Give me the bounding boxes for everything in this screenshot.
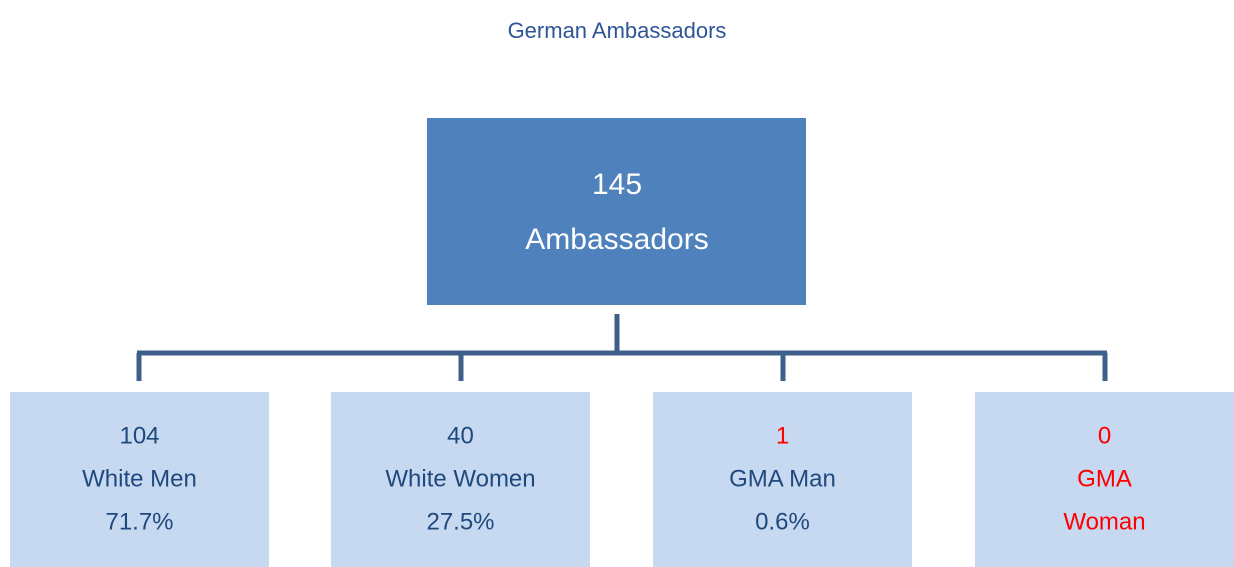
child-node xyxy=(653,392,912,567)
child-text: Woman xyxy=(1063,508,1145,535)
child-node xyxy=(331,392,590,567)
child-text: 40 xyxy=(447,422,474,449)
child-node xyxy=(975,392,1234,567)
connectors xyxy=(136,314,1108,381)
child-text: 104 xyxy=(119,422,159,449)
root-text: 145 xyxy=(592,168,642,201)
child-text: 1 xyxy=(776,422,789,449)
title: German Ambassadors xyxy=(508,18,727,43)
root-node xyxy=(427,118,806,305)
child-text: 0.6% xyxy=(755,508,810,535)
child-text: White Women xyxy=(385,465,535,492)
child-text: GMA Man xyxy=(729,465,836,492)
child-node xyxy=(10,392,269,567)
child-text: 27.5% xyxy=(426,508,494,535)
root-text: Ambassadors xyxy=(525,223,708,256)
child-text: 0 xyxy=(1098,422,1111,449)
child-text: GMA xyxy=(1077,465,1132,492)
child-text: White Men xyxy=(82,465,197,492)
child-text: 71.7% xyxy=(105,508,173,535)
